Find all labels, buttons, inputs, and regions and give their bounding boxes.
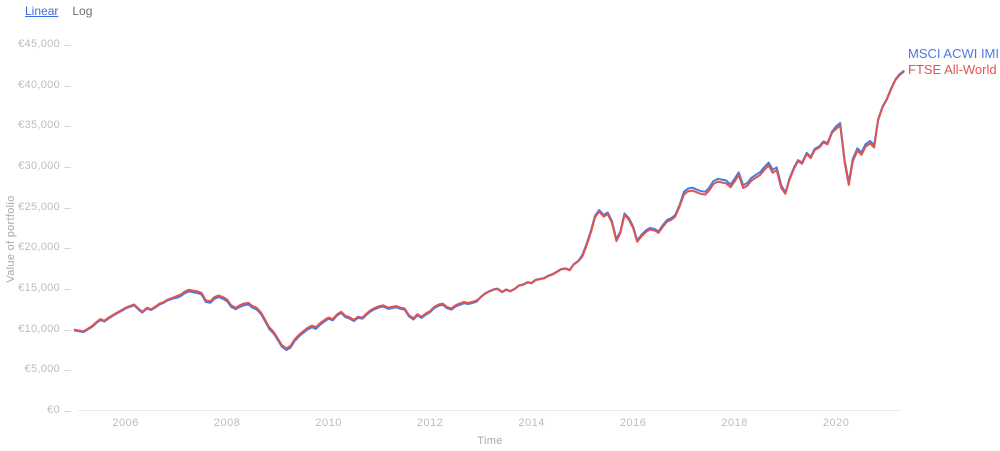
series-legend: MSCI ACWI IMI FTSE All-World bbox=[908, 46, 999, 78]
x-tick-label: 2010 bbox=[315, 417, 342, 429]
y-tick-label: €15,000 bbox=[18, 282, 60, 294]
x-tick-label: 2016 bbox=[619, 417, 647, 429]
y-tick-label: €45,000 bbox=[18, 38, 60, 50]
x-tick-label: 2018 bbox=[721, 417, 748, 429]
scale-linear-link[interactable]: Linear bbox=[25, 4, 59, 18]
x-tick-label: 2006 bbox=[112, 417, 139, 429]
x-axis-line bbox=[78, 410, 902, 411]
y-tick-mark bbox=[64, 207, 71, 209]
y-tick-mark bbox=[64, 167, 71, 168]
series-line-ftse-all-world[interactable] bbox=[73, 70, 905, 350]
x-tick-label: 2014 bbox=[518, 417, 545, 429]
legend-msci-acwi-imi: MSCI ACWI IMI bbox=[908, 46, 999, 61]
y-tick-label: €10,000 bbox=[18, 322, 60, 335]
y-tick-label: €30,000 bbox=[18, 160, 60, 172]
y-tick-mark bbox=[64, 85, 71, 87]
series-line-msci-acwi-imi[interactable] bbox=[73, 70, 905, 351]
x-tick-label: 2012 bbox=[416, 417, 444, 429]
x-axis-title: Time bbox=[477, 435, 503, 447]
y-tick-label: €5,000 bbox=[24, 363, 60, 376]
scale-toggle: Linear Log bbox=[25, 4, 92, 18]
y-tick-mark bbox=[64, 289, 71, 290]
legend-ftse-all-world: FTSE All-World bbox=[908, 62, 997, 77]
y-tick-label: €0 bbox=[47, 404, 60, 416]
y-tick-label: €35,000 bbox=[18, 119, 60, 132]
y-tick-mark bbox=[64, 411, 71, 412]
x-tick-label: 2020 bbox=[822, 417, 850, 429]
y-tick-label: €25,000 bbox=[18, 200, 60, 213]
y-tick-mark bbox=[64, 248, 71, 250]
y-tick-label: €40,000 bbox=[18, 78, 60, 91]
scale-log-link[interactable]: Log bbox=[72, 4, 93, 18]
y-tick-mark bbox=[64, 45, 71, 46]
y-tick-mark bbox=[64, 126, 71, 128]
x-tick-label: 2008 bbox=[213, 417, 241, 429]
y-tick-mark bbox=[64, 370, 71, 372]
y-tick-mark bbox=[64, 329, 71, 331]
y-tick-label: €20,000 bbox=[18, 241, 60, 254]
